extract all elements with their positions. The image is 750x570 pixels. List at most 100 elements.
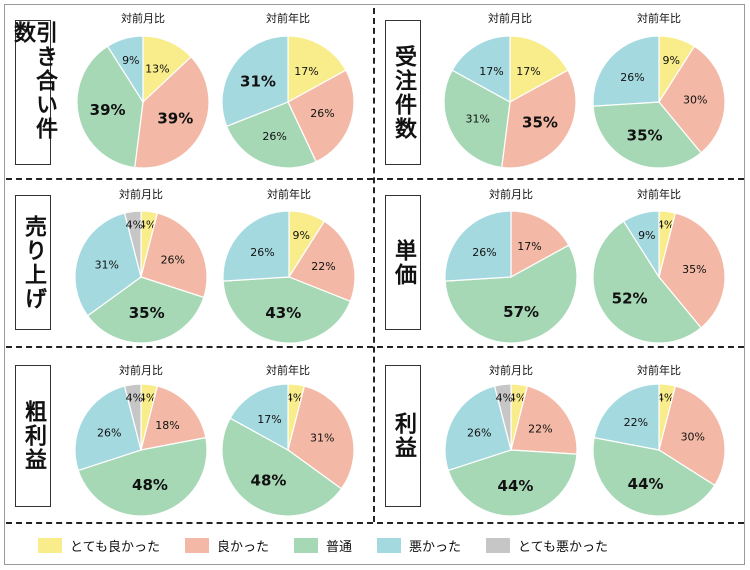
pie-chart: 対前月比 17% 57% 26% bbox=[444, 187, 578, 344]
pie-slice-bad bbox=[592, 35, 660, 107]
legend-swatch bbox=[38, 537, 62, 553]
pie-data-label: 26% bbox=[467, 427, 491, 440]
legend-label: 良かった bbox=[216, 539, 269, 555]
pie-slice-good bbox=[658, 45, 726, 154]
pie-slice-good bbox=[658, 385, 726, 487]
figure-border bbox=[4, 4, 745, 565]
legend-swatch bbox=[293, 537, 318, 553]
pie-slice-average bbox=[443, 69, 511, 169]
section-title: 単価 bbox=[391, 238, 416, 287]
pie-slice-good bbox=[140, 212, 208, 299]
pie-chart: 対前年比 4% 31% 48% 17% bbox=[221, 363, 355, 517]
pie-slice-good bbox=[140, 385, 207, 451]
pie-data-label: 4% bbox=[139, 392, 156, 405]
pie-slice-very-bad bbox=[123, 210, 142, 278]
pie-slice-average bbox=[225, 101, 317, 169]
pie-slice-average bbox=[592, 220, 702, 344]
pie-data-label: 26% bbox=[250, 246, 274, 259]
pie-data-label: 30% bbox=[683, 94, 707, 107]
pie-data-label: 26% bbox=[161, 254, 185, 267]
pie-data-label: 9% bbox=[122, 54, 139, 67]
pie-slice-average bbox=[592, 101, 702, 169]
pie-slice-average bbox=[447, 449, 578, 517]
pie-title: 対前月比 bbox=[488, 11, 532, 25]
pie-data-label: 22% bbox=[528, 423, 552, 436]
pie-title: 対前年比 bbox=[266, 11, 310, 25]
pie-data-label: 17% bbox=[294, 65, 318, 78]
section-label-unit-price: 単価 bbox=[385, 195, 421, 330]
pie-data-label: 22% bbox=[311, 260, 335, 273]
pie-title: 対前月比 bbox=[489, 187, 533, 201]
pie-data-label: 57% bbox=[503, 303, 539, 321]
pie-data-label: 18% bbox=[155, 419, 179, 432]
legend-swatch bbox=[377, 537, 401, 553]
pie-data-label: 35% bbox=[522, 113, 558, 131]
pie-title: 対前年比 bbox=[637, 11, 681, 25]
legend-item-bad: 悪かった bbox=[377, 536, 461, 555]
pie-data-label: 26% bbox=[97, 427, 121, 440]
legend-swatch bbox=[184, 537, 209, 553]
pie-slice-average bbox=[444, 244, 578, 344]
pie-slice-bad bbox=[106, 35, 144, 105]
pie-slice-bad bbox=[74, 385, 142, 472]
legend-item-very-bad: とても悪かった bbox=[486, 536, 608, 555]
row-divider-1 bbox=[6, 178, 744, 180]
section-title: 利益 bbox=[391, 412, 416, 460]
pie-slice-good bbox=[287, 69, 355, 163]
pie-title: 対前年比 bbox=[267, 187, 311, 201]
pie-data-label: 31% bbox=[95, 259, 119, 272]
pie-title: 対前月比 bbox=[121, 11, 165, 25]
pie-data-label: 4% bbox=[286, 392, 303, 405]
pie-chart: 対前月比 17% 35% 31% 17% bbox=[443, 11, 577, 169]
pie-slice-bad bbox=[622, 210, 660, 280]
section-label-inquiries: 引き合い件数 bbox=[10, 20, 57, 165]
pie-slice-good bbox=[134, 55, 210, 169]
pie-data-label: 4% bbox=[657, 219, 674, 232]
pie-slice-good bbox=[510, 385, 578, 455]
pie-chart: 対前年比 9% 22% 43% 26% bbox=[222, 187, 356, 344]
pie-slice-average bbox=[221, 417, 343, 517]
pie-slice-bad bbox=[444, 385, 512, 472]
pie-data-label: 31% bbox=[465, 113, 489, 126]
pie-slice-very-bad bbox=[493, 383, 512, 451]
pie-data-label: 26% bbox=[310, 107, 334, 120]
legend-label: 普通 bbox=[325, 539, 352, 555]
pie-slice-bad bbox=[229, 383, 289, 452]
legend-label: 悪かった bbox=[409, 539, 462, 555]
pie-chart: 対前年比 17% 26% 26% 31% bbox=[221, 11, 355, 169]
pie-slice-good bbox=[288, 220, 356, 303]
pie-slice-average bbox=[592, 436, 716, 517]
pie-data-label: 17% bbox=[516, 65, 540, 78]
pie-data-label: 31% bbox=[310, 432, 334, 445]
pie-data-label: 30% bbox=[681, 431, 705, 444]
pie-data-label: 39% bbox=[90, 101, 126, 119]
pie-data-label: 26% bbox=[620, 71, 644, 84]
pie-data-label: 4% bbox=[126, 219, 143, 232]
section-label-gross-profit: 粗利益 bbox=[15, 365, 51, 507]
pie-data-label: 17% bbox=[257, 413, 281, 426]
pie-data-label: 4% bbox=[657, 392, 674, 405]
pie-title: 対前月比 bbox=[119, 363, 163, 377]
pie-slice-bad bbox=[221, 35, 289, 128]
section-label-profit: 利益 bbox=[385, 365, 421, 507]
section-title: 売り上げ bbox=[21, 214, 46, 311]
pie-data-label: 4% bbox=[496, 392, 513, 405]
pie-chart: 対前月比 4% 18% 48% 26% 4% bbox=[74, 363, 208, 517]
legend-label: とても良かった bbox=[70, 539, 160, 555]
pie-slice-bad bbox=[222, 210, 290, 282]
pie-chart: 対前月比 13% 39% 39% 9% bbox=[76, 11, 210, 169]
pie-slice-average bbox=[86, 276, 205, 344]
pie-data-label: 35% bbox=[627, 126, 663, 144]
pie-slice-very-bad bbox=[123, 383, 142, 451]
pie-data-label: 39% bbox=[157, 110, 193, 128]
legend-label: とても悪かった bbox=[518, 539, 608, 555]
pie-chart: 対前年比 4% 30% 44% 22% bbox=[592, 363, 726, 517]
section-title: 引き合い件数 bbox=[10, 21, 57, 141]
pie-data-label: 35% bbox=[129, 304, 165, 322]
pie-slice-very-good bbox=[287, 35, 347, 104]
section-label-sales: 売り上げ bbox=[15, 195, 51, 330]
pie-data-label: 35% bbox=[682, 263, 706, 276]
pie-data-label: 4% bbox=[126, 392, 143, 405]
